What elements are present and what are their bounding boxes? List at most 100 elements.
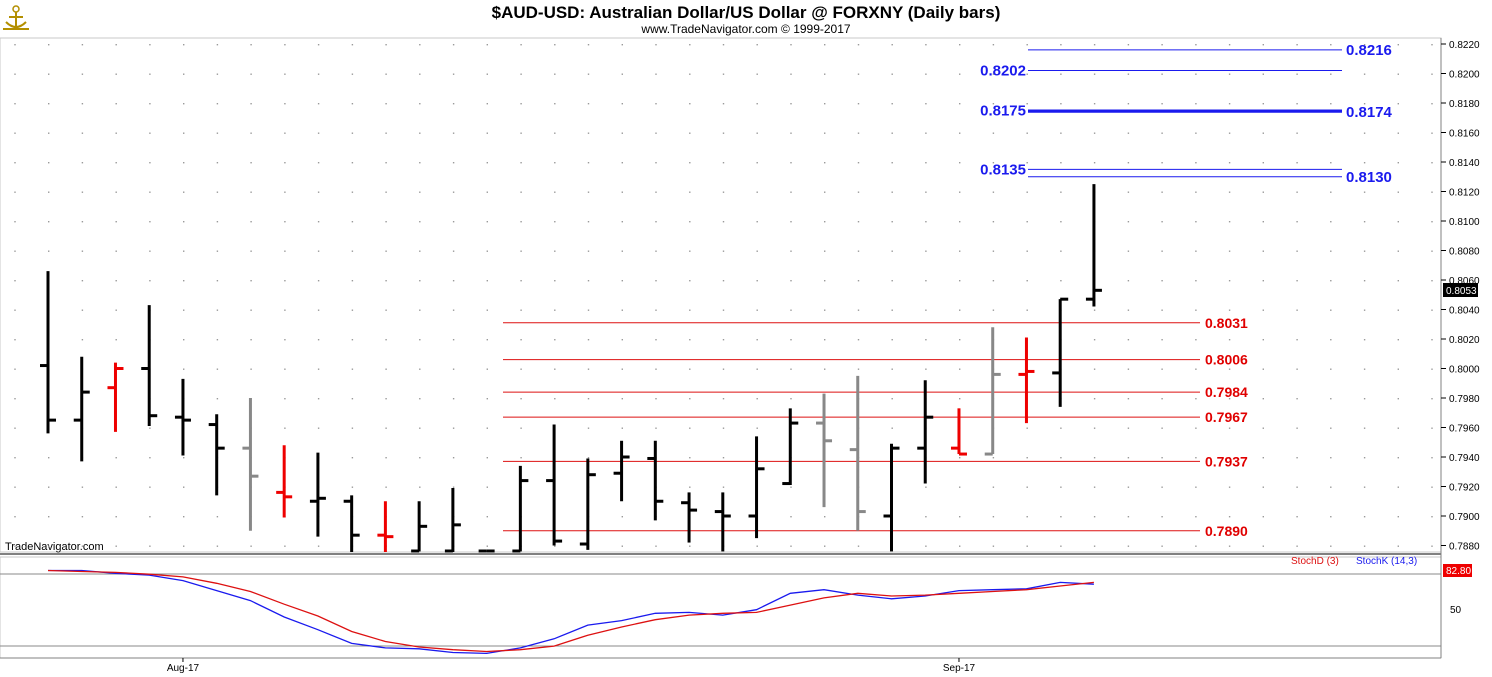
- grid-dot: [486, 398, 488, 400]
- grid-dot: [1127, 545, 1130, 547]
- grid-dot: [722, 309, 725, 311]
- grid-dot: [722, 339, 725, 341]
- grid-dot: [1397, 280, 1399, 282]
- grid-dot: [14, 427, 16, 429]
- grid-dot: [1228, 309, 1231, 311]
- grid-dot: [385, 280, 387, 282]
- ohlc-bar: [512, 465, 529, 553]
- grid-dot: [959, 132, 961, 134]
- grid-dot: [1093, 398, 1096, 400]
- grid-dot: [250, 162, 252, 164]
- grid-dot: [486, 309, 488, 311]
- grid-dot: [183, 44, 185, 46]
- grid-dot: [722, 427, 725, 429]
- grid-dot: [216, 398, 219, 400]
- grid-dot: [1397, 516, 1399, 518]
- last-price-marker: [1443, 283, 1478, 297]
- grid-dot: [250, 250, 252, 252]
- grid-dot: [520, 339, 522, 341]
- grid-dot: [1026, 250, 1028, 252]
- grid-dot: [1127, 162, 1130, 164]
- grid-dot: [1363, 457, 1366, 459]
- grid-dot: [317, 132, 320, 134]
- grid-dot: [1060, 516, 1062, 518]
- grid-dot: [925, 516, 927, 518]
- grid-dot: [1127, 132, 1130, 134]
- grid-dot: [1330, 486, 1332, 488]
- grid-dot: [1026, 427, 1028, 429]
- grid-dot: [419, 73, 421, 75]
- grid-dot: [486, 457, 488, 459]
- grid-dot: [1093, 457, 1096, 459]
- grid-dot: [520, 309, 522, 311]
- grid-dot: [1127, 339, 1130, 341]
- grid-dot: [1397, 103, 1399, 105]
- level-label-left: 0.8135: [980, 161, 1026, 178]
- grid-dot: [284, 339, 286, 341]
- grid-dot: [1262, 280, 1264, 282]
- grid-dot: [1363, 545, 1366, 547]
- grid-dot: [317, 103, 320, 105]
- grid-dot: [891, 339, 893, 341]
- grid-dot: [621, 339, 623, 341]
- grid-dot: [1431, 398, 1433, 400]
- grid-dot: [1161, 103, 1163, 105]
- grid-dot: [1195, 280, 1197, 282]
- grid-dot: [1363, 368, 1366, 370]
- grid-dot: [216, 280, 219, 282]
- grid-dot: [81, 73, 84, 75]
- legend-stochd: StochD (3): [1291, 556, 1339, 567]
- grid-dots: [14, 44, 1433, 547]
- grid-dot: [1161, 309, 1163, 311]
- grid-dot: [891, 221, 893, 223]
- grid-dot: [452, 103, 455, 105]
- grid-dot: [1060, 427, 1062, 429]
- grid-dot: [689, 398, 691, 400]
- price-bars: [40, 184, 1102, 553]
- grid-dot: [1161, 398, 1163, 400]
- grid-dot: [1330, 280, 1332, 282]
- grid-dot: [486, 516, 488, 518]
- y-tick-label: 0.8040: [1449, 306, 1480, 317]
- grid-dot: [554, 103, 556, 105]
- grid-dot: [216, 339, 219, 341]
- grid-dot: [992, 221, 995, 223]
- level-label-right: 0.7937: [1205, 453, 1248, 469]
- grid-dot: [554, 162, 556, 164]
- grid-dot: [790, 221, 792, 223]
- grid-dot: [689, 103, 691, 105]
- grid-dot: [959, 309, 961, 311]
- grid-dot: [81, 221, 84, 223]
- grid-dot: [1296, 309, 1298, 311]
- grid-dot: [689, 309, 691, 311]
- grid-dot: [1228, 545, 1231, 547]
- grid-dot: [689, 368, 691, 370]
- y-tick-label: 0.8200: [1449, 70, 1480, 81]
- grid-dot: [183, 191, 185, 193]
- grid-dot: [1431, 545, 1433, 547]
- grid-dot: [183, 250, 185, 252]
- x-tick-label: Sep-17: [943, 663, 976, 674]
- grid-dot: [992, 103, 995, 105]
- grid-dot: [1262, 368, 1264, 370]
- grid-dot: [992, 44, 995, 46]
- y-tick-label: 0.8180: [1449, 99, 1480, 110]
- grid-dot: [216, 516, 219, 518]
- grid-dot: [925, 132, 927, 134]
- y-tick-label: 0.7940: [1449, 453, 1480, 464]
- stochastic-panel: [47, 569, 1094, 655]
- grid-dot: [1262, 44, 1264, 46]
- grid-dot: [284, 398, 286, 400]
- grid-dot: [1397, 162, 1399, 164]
- grid-dot: [722, 486, 725, 488]
- grid-dot: [1296, 221, 1298, 223]
- grid-dot: [419, 44, 421, 46]
- grid-dot: [756, 309, 758, 311]
- grid-dot: [351, 398, 354, 400]
- grid-dot: [1262, 221, 1264, 223]
- ohlc-bar: [309, 452, 326, 537]
- grid-dot: [419, 103, 421, 105]
- grid-dot: [149, 132, 151, 134]
- grid-dot: [959, 103, 961, 105]
- grid-dot: [756, 73, 758, 75]
